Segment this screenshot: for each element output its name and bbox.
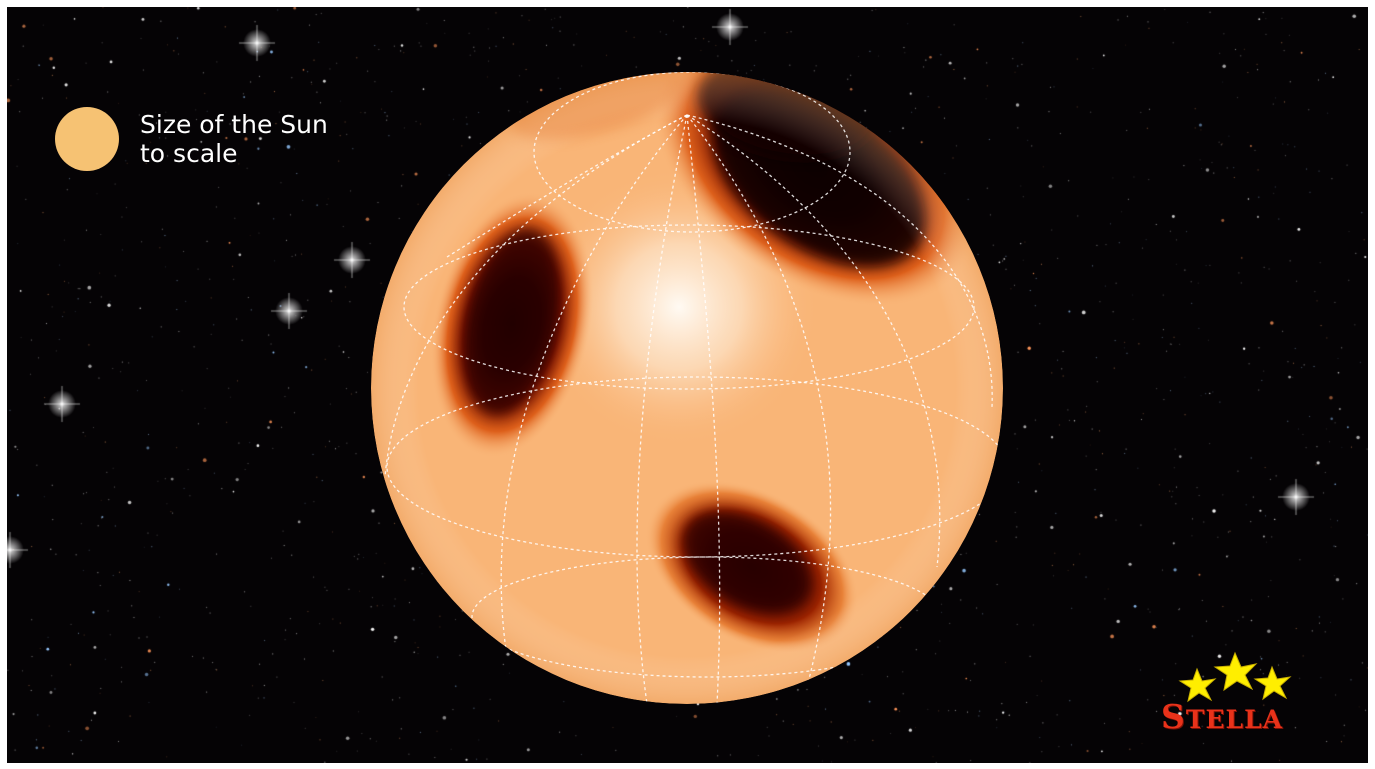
coordinate-grid [384, 72, 1003, 704]
star-disc [371, 72, 1003, 704]
legend-line-2: to scale [140, 139, 238, 168]
legend-line-1: Size of the Sun [140, 110, 328, 139]
star-icon [1213, 651, 1258, 692]
image-frame: Size of the Sun to scale [7, 7, 1368, 763]
stella-logo: STELLA [1157, 649, 1327, 749]
logo-stars [1178, 651, 1292, 703]
star-icon [1178, 667, 1217, 703]
logo-wordmark: STELLA [1161, 697, 1283, 736]
legend-caption: Size of the Sun to scale [140, 110, 328, 168]
logo-rest: TELLA [1185, 705, 1284, 734]
sun-scale-circle [55, 107, 119, 171]
logo-initial: S [1161, 697, 1186, 736]
spotted-star-map [371, 72, 1003, 704]
scale-legend: Size of the Sun to scale [55, 107, 328, 171]
star-icon [1253, 665, 1292, 701]
